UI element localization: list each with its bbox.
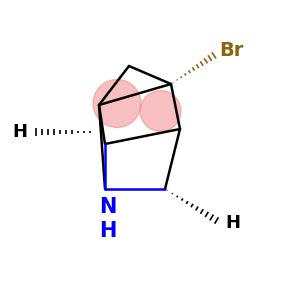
Text: H: H — [225, 214, 240, 232]
Circle shape — [140, 91, 181, 131]
Text: H: H — [99, 221, 117, 241]
Text: N: N — [99, 197, 117, 217]
Text: Br: Br — [219, 41, 243, 61]
Text: H: H — [12, 123, 27, 141]
Circle shape — [93, 80, 141, 128]
